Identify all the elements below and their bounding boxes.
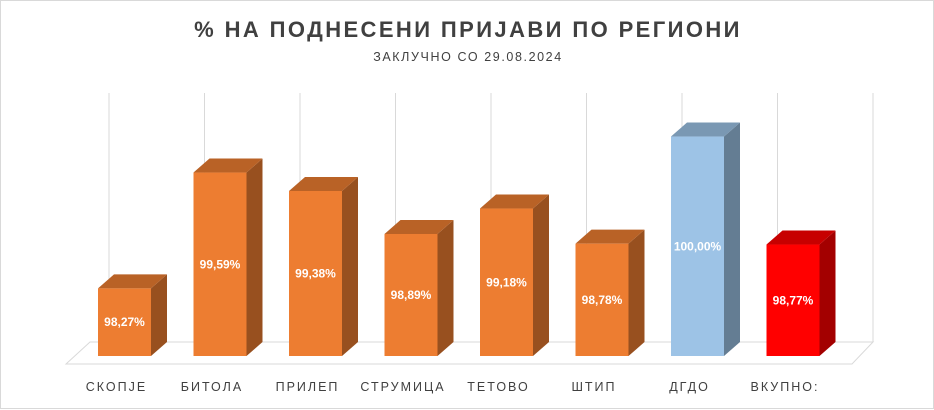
category-label: СТРУМИЦА (360, 380, 445, 394)
bar-side (342, 176, 358, 356)
bar-side (151, 274, 167, 356)
bar: 98,27% (98, 274, 167, 356)
chart-subtitle: ЗАКЛУЧНО СО 29.08.2024 (373, 50, 563, 64)
bar-side (819, 230, 836, 356)
category-label: ДГДО (669, 380, 710, 394)
bar-top (289, 176, 358, 191)
bar-side (246, 158, 263, 356)
category-labels: СКОПЈЕ БИТОЛА ПРИЛЕП СТРУМИЦА ТЕТОВО ШТИП ДГДО… (86, 380, 820, 394)
bar-top (671, 122, 740, 137)
data-label: 98,77% (773, 293, 814, 307)
bar-top (193, 158, 263, 173)
bar-side (437, 219, 454, 356)
chart-floor (64, 341, 875, 365)
bar-side (533, 194, 549, 356)
bar-front (766, 244, 820, 356)
category-label: ПРИЛЕП (276, 380, 340, 394)
data-label: 99,38% (295, 266, 336, 280)
bar-front (384, 233, 438, 356)
bar: 100,00% (671, 122, 740, 356)
category-label: ВКУПНО: (751, 380, 820, 394)
bar-side (724, 122, 740, 356)
chart-title: % НА ПОДНЕСЕНИ ПРИЈАВИ ПО РЕГИОНИ (194, 17, 742, 42)
bar-top (575, 229, 645, 244)
data-label: 99,18% (486, 275, 527, 289)
bar-side (628, 229, 645, 356)
category-label: СКОПЈЕ (86, 380, 147, 394)
bar: 99,18% (480, 194, 549, 356)
data-label: 98,78% (582, 293, 623, 307)
category-label: ШТИП (571, 380, 616, 394)
bars: 98,27% 99,59% 99,38% 98,89% 99,18% 98,78% 100,… (98, 122, 836, 356)
bar-front (671, 136, 724, 356)
bar-top (480, 194, 549, 209)
data-label: 100,00% (674, 239, 722, 253)
bar: 98,89% (384, 219, 454, 356)
bar-top (766, 230, 836, 245)
bar-front (480, 208, 533, 356)
category-label: ТЕТОВО (467, 380, 529, 394)
bar: 99,59% (193, 158, 263, 356)
data-label: 98,89% (391, 288, 432, 302)
data-label: 98,27% (104, 315, 145, 329)
bar-top (98, 274, 167, 289)
bar: 98,77% (766, 230, 836, 356)
data-label: 99,59% (200, 257, 241, 271)
bar-front (98, 288, 151, 356)
bar-top (384, 219, 454, 234)
category-label: БИТОЛА (181, 380, 243, 394)
bar: 99,38% (289, 176, 358, 356)
bar-front (193, 172, 247, 356)
bar-front (289, 190, 342, 356)
chart-floor-plane (64, 341, 875, 365)
bar: 98,78% (575, 229, 645, 356)
bar-front (575, 243, 629, 356)
